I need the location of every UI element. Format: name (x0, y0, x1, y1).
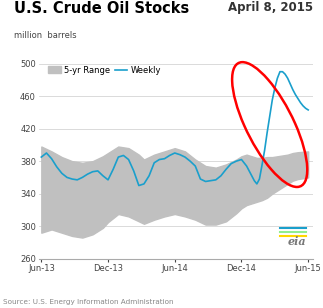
Text: Source: U.S. Energy Information Administration: Source: U.S. Energy Information Administ… (3, 299, 174, 305)
Legend: 5-yr Range, Weekly: 5-yr Range, Weekly (48, 66, 161, 75)
Text: million  barrels: million barrels (14, 31, 77, 40)
Text: April 8, 2015: April 8, 2015 (228, 1, 313, 14)
Text: eia: eia (288, 236, 307, 246)
Text: U.S. Crude Oil Stocks: U.S. Crude Oil Stocks (14, 1, 189, 16)
